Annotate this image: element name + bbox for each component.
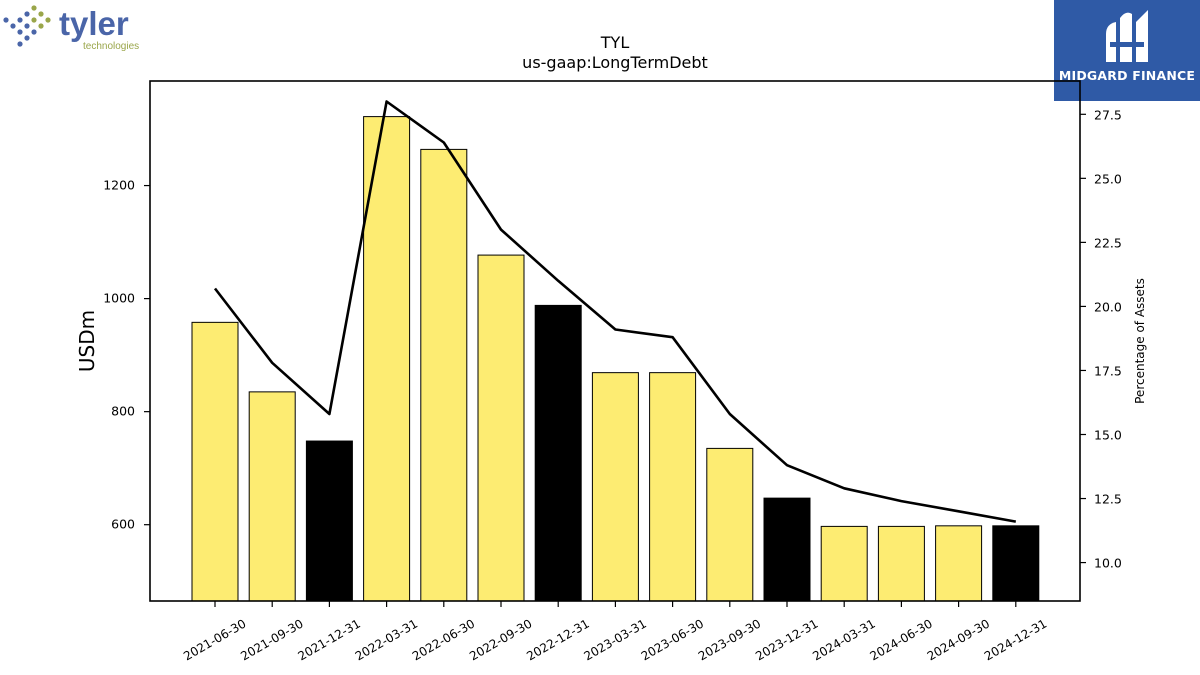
y2-tick-label: 15.0 (1094, 427, 1122, 442)
bar-2021-09-30 (248, 391, 296, 602)
x-tick-label: 2024-09-30 (925, 616, 992, 663)
midgard-finance-logo: MIDGARD FINANCE (1054, 0, 1200, 101)
x-tick-label: 2023-06-30 (639, 616, 706, 663)
bar-2024-03-31 (820, 525, 868, 602)
x-tick-label: 2024-03-31 (810, 616, 877, 663)
bar-2024-12-31 (992, 525, 1040, 602)
bar-2021-06-30 (191, 321, 239, 602)
tyler-dot-pattern-icon (3, 5, 51, 47)
y-tick-label: 1000 (103, 291, 135, 306)
y2-axis-label: Percentage of Assets (1133, 278, 1147, 404)
y-tick-label: 1200 (103, 178, 135, 193)
tyler-wordmark: tyler (59, 5, 129, 42)
chart-subtitle: us-gaap:LongTermDebt (522, 53, 708, 72)
x-axis-ticks: 2021-06-302021-09-302021-12-312022-03-31… (181, 601, 1049, 663)
left-axis-ticks: 600 800 1000 1200 (103, 178, 150, 532)
tyler-logo: tyler technologies (0, 0, 150, 56)
midgard-wordmark: MIDGARD FINANCE (1058, 68, 1196, 83)
percentage-line (213, 100, 1017, 523)
bar-2022-06-30 (420, 148, 468, 602)
chart-title: TYL (600, 33, 630, 52)
y-tick-label: 800 (111, 404, 135, 419)
bar-2021-12-31 (305, 440, 353, 602)
bar-series (191, 116, 1040, 602)
bar-2023-09-30 (706, 447, 754, 602)
x-tick-label: 2024-12-31 (982, 616, 1049, 663)
x-tick-label: 2022-06-30 (410, 616, 477, 663)
x-tick-label: 2022-12-31 (524, 616, 591, 663)
x-tick-label: 2022-09-30 (467, 616, 534, 663)
bar-2022-12-31 (534, 304, 582, 602)
y-tick-label: 600 (111, 517, 135, 532)
y2-tick-label: 12.5 (1094, 492, 1122, 507)
x-tick-label: 2023-09-30 (696, 616, 763, 663)
x-tick-label: 2023-03-31 (581, 616, 648, 663)
right-axis-ticks: 10.0 12.5 15.0 17.5 20.0 22.5 25.0 27.5 (1080, 107, 1122, 571)
x-tick-label: 2021-09-30 (238, 616, 305, 663)
y2-tick-label: 10.0 (1094, 556, 1122, 571)
y-axis-label: USDm (75, 310, 99, 372)
bar-2022-09-30 (477, 254, 525, 602)
x-tick-label: 2021-06-30 (181, 616, 248, 663)
bar-2024-09-30 (935, 525, 983, 602)
tyler-subtitle: technologies (83, 41, 139, 52)
bar-2024-06-30 (877, 525, 925, 602)
bar-2023-06-30 (649, 372, 697, 602)
x-tick-label: 2023-12-31 (753, 616, 820, 663)
y2-tick-label: 25.0 (1094, 171, 1122, 186)
bar-2023-12-31 (763, 497, 811, 602)
y2-tick-label: 22.5 (1094, 235, 1122, 250)
y2-tick-label: 27.5 (1094, 107, 1122, 122)
y2-tick-label: 20.0 (1094, 299, 1122, 314)
x-tick-label: 2024-06-30 (867, 616, 934, 663)
tyler-logo-mark: tyler technologies (3, 5, 139, 52)
bar-2023-03-31 (591, 372, 639, 602)
y2-tick-label: 17.5 (1094, 363, 1122, 378)
midgard-emblem-icon (1106, 10, 1148, 63)
x-tick-label: 2022-03-31 (353, 616, 420, 663)
x-tick-label: 2021-12-31 (295, 616, 362, 663)
